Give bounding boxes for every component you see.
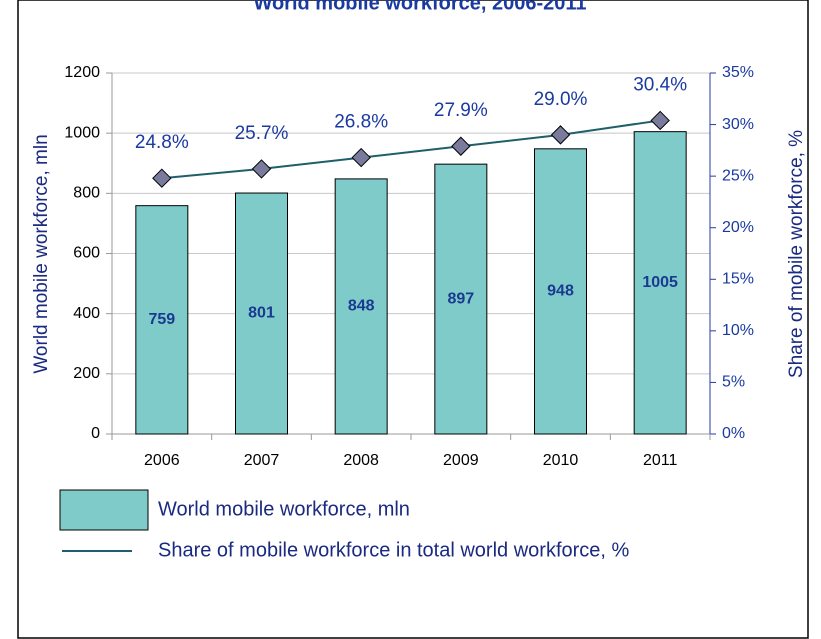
line-value-label: 24.8%: [135, 132, 189, 153]
y-tick-label: 0: [91, 425, 100, 442]
line-marker: [251, 159, 272, 179]
line-marker: [351, 147, 371, 168]
bar: [235, 192, 288, 435]
line-value-label: 30.4%: [633, 74, 687, 95]
line-value-label: 29.0%: [534, 89, 588, 110]
legend-label: Share of mobile workforce in total world…: [158, 539, 630, 561]
chart-title: World mobile workforce, 2006-2011: [253, 0, 586, 14]
line-marker: [650, 110, 670, 131]
y-tick-label: 1000: [64, 124, 100, 141]
bar: [534, 148, 587, 435]
bar-value-label: 759: [148, 311, 175, 328]
x-tick-label: 2009: [443, 452, 479, 469]
legend-label: World mobile workforce, mln: [158, 498, 410, 520]
line-marker: [550, 125, 571, 145]
bar-value-label: 1005: [642, 274, 678, 291]
line: [161, 119, 661, 180]
y2-tick-label: 25%: [722, 167, 754, 184]
y2-tick-label: 5%: [722, 374, 745, 391]
y2-tick-label: 0%: [722, 425, 745, 442]
x-tick-label: 2011: [643, 452, 678, 469]
y-tick-label: 200: [73, 365, 100, 382]
x-tick-label: 2007: [244, 452, 280, 469]
y-tick-label: 400: [73, 305, 100, 322]
bar-value-label: 801: [248, 305, 275, 322]
y-tick-label: 600: [73, 245, 100, 262]
y2-tick-label: 35%: [722, 64, 754, 81]
line-marker: [152, 168, 172, 188]
bar: [135, 205, 189, 435]
bar-value-label: 948: [547, 283, 574, 300]
line-value-label: 27.9%: [434, 100, 488, 121]
legend-swatch: [59, 489, 149, 531]
y-tick-label: 1200: [64, 64, 100, 81]
bar-value-label: 897: [447, 290, 474, 307]
x-tick-label: 2010: [543, 452, 579, 469]
bar-value-label: 848: [348, 298, 375, 315]
y-tick-label: 800: [73, 185, 100, 202]
x-tick-label: 2008: [343, 452, 379, 469]
line-marker: [451, 136, 471, 156]
line-value-label: 26.8%: [334, 112, 388, 133]
y2-tick-label: 10%: [722, 322, 754, 339]
x-tick-label: 2006: [144, 452, 180, 469]
bar: [334, 178, 388, 435]
bar: [434, 163, 488, 435]
bar: [633, 131, 687, 435]
line-value-label: 25.7%: [235, 123, 289, 144]
y2-tick-label: 15%: [722, 271, 754, 288]
y-axis-label: World mobile workforce, mln: [31, 134, 52, 373]
y2-axis-label: Share of mobile workforce, %: [786, 130, 807, 378]
y2-tick-label: 20%: [722, 219, 754, 236]
y2-tick-label: 30%: [722, 116, 754, 133]
